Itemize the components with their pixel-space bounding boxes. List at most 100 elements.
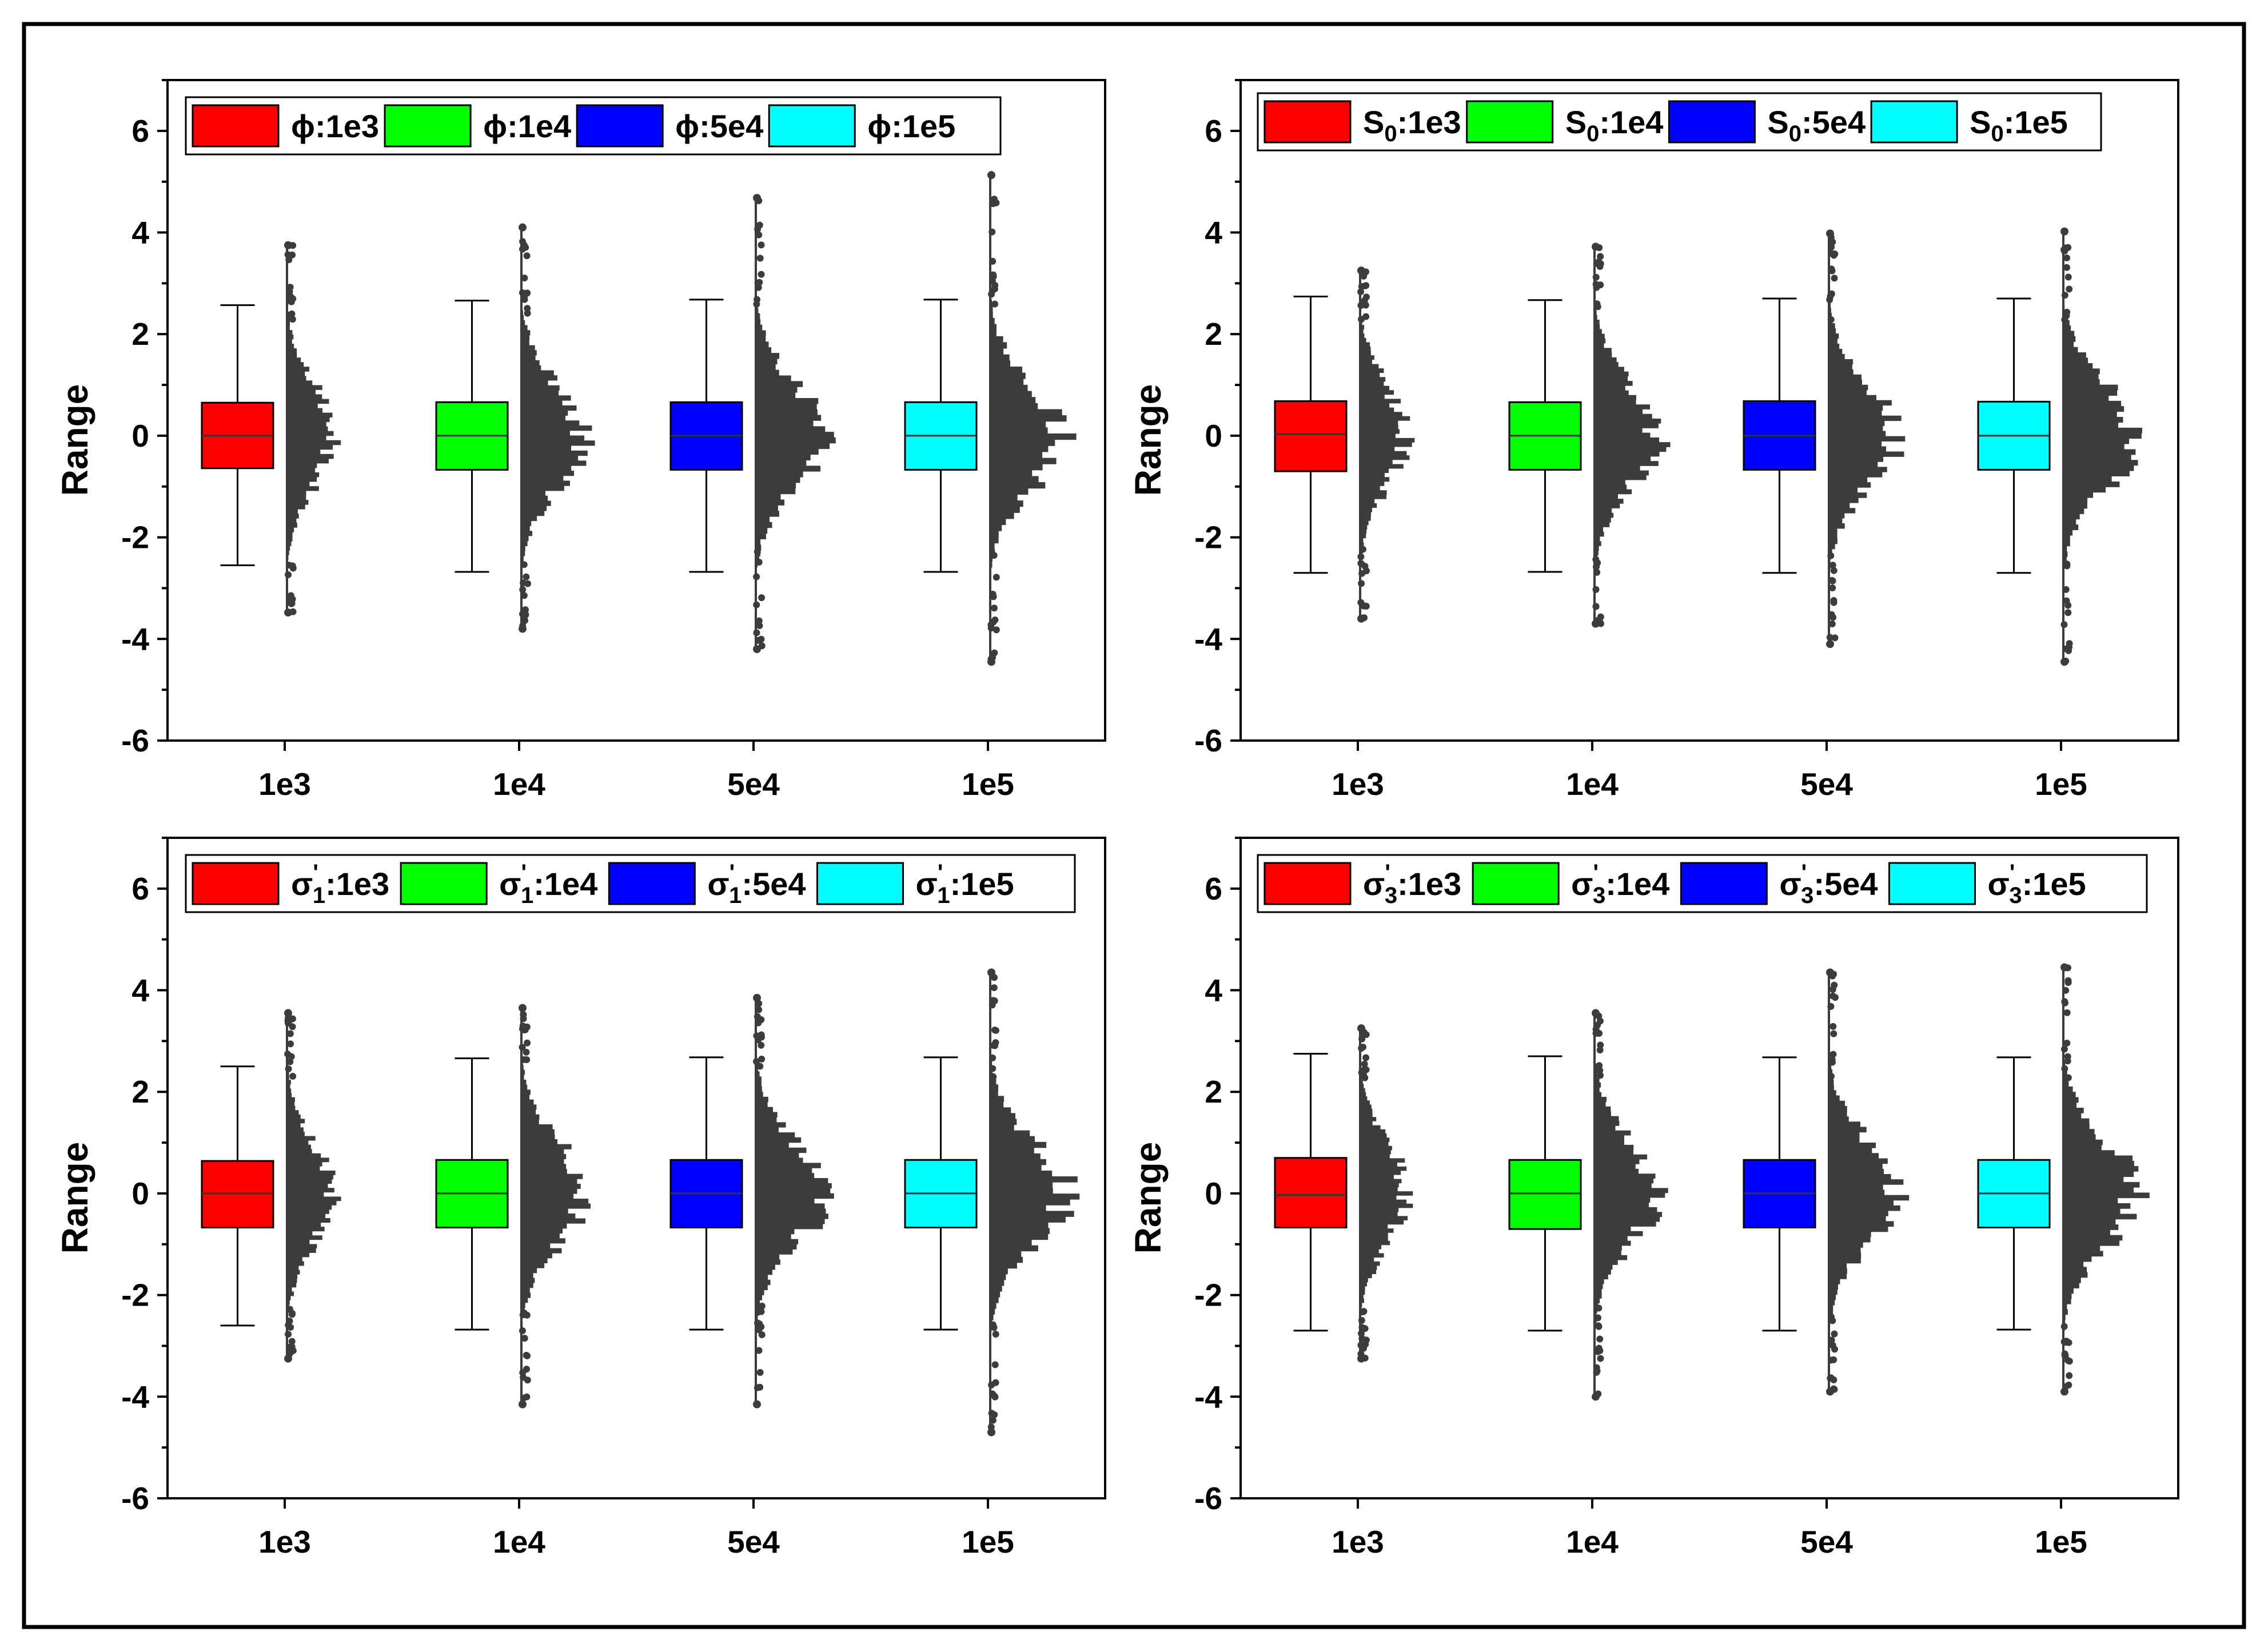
- outlier-point: [2064, 609, 2072, 616]
- outlier-point: [2060, 1323, 2068, 1330]
- legend-label: σ' 1:1e3: [291, 860, 389, 908]
- figure-border: [22, 22, 2246, 1629]
- box-group-1e4: [435, 223, 595, 633]
- min-point: [2060, 1387, 2068, 1396]
- legend-entry: σ' 3:1e5: [1888, 860, 2086, 908]
- outlier-point: [1358, 570, 1366, 577]
- legend-entry: ϕ:1e5: [768, 104, 955, 148]
- legend: σ' 3:1e3 σ' 3:1e4 σ' 3:5e4 σ' 3:1e5: [1257, 854, 2148, 913]
- y-axis-title: Range: [54, 1142, 95, 1254]
- outlier-point: [1830, 599, 1837, 606]
- legend-swatch: [1668, 100, 1756, 144]
- y-tick-label: -6: [121, 723, 149, 758]
- outlier-point: [1358, 1045, 1365, 1052]
- box-group-1e4: [1508, 242, 1671, 628]
- outlier-point: [1596, 262, 1604, 270]
- min-point: [2060, 658, 2068, 666]
- box-group-1e3: [201, 1009, 341, 1363]
- outlier-point: [1593, 568, 1601, 576]
- outlier-point: [1357, 288, 1365, 296]
- outlier-point: [758, 241, 765, 249]
- legend-swatch: [816, 862, 904, 905]
- outlier-point: [1596, 1335, 1604, 1343]
- outlier-point: [1828, 1073, 1835, 1080]
- max-point: [753, 993, 761, 1002]
- legend-entry: σ' 1:1e4: [400, 860, 597, 908]
- legend-swatch: [608, 862, 696, 905]
- iqr-box: [1274, 1157, 1348, 1228]
- outlier-point: [285, 1065, 292, 1073]
- y-axis-title: Range: [1127, 384, 1169, 496]
- outlier-point: [992, 1331, 999, 1338]
- min-point: [1357, 1354, 1365, 1363]
- max-point: [987, 968, 995, 977]
- min-point: [1592, 1393, 1600, 1401]
- legend-label: S0:1e3: [1363, 104, 1461, 146]
- legend-label: σ' 3:1e4: [1571, 860, 1669, 908]
- y-tick-label: 6: [131, 871, 149, 906]
- max-point: [1357, 266, 1365, 275]
- outlier-point: [285, 1331, 292, 1338]
- legend-swatch: [1680, 862, 1768, 905]
- y-tick-label: -2: [1194, 1278, 1222, 1313]
- min-point: [753, 1400, 761, 1409]
- outlier-point: [1361, 297, 1368, 304]
- max-point: [284, 1009, 292, 1017]
- max-point: [987, 171, 995, 180]
- legend-entry: ϕ:1e3: [192, 104, 379, 148]
- outlier-point: [987, 621, 995, 628]
- outlier-point: [2064, 273, 2072, 281]
- outlier-point: [2066, 285, 2073, 293]
- outlier-point: [1361, 602, 1369, 610]
- outlier-point: [1596, 1347, 1604, 1354]
- outlier-point: [988, 1381, 995, 1389]
- outlier-point: [519, 1327, 526, 1335]
- outlier-point: [1592, 1029, 1600, 1037]
- outlier-point: [1595, 1322, 1602, 1330]
- outlier-point: [758, 1308, 765, 1315]
- outlier-point: [2063, 1040, 2071, 1047]
- outlier-point: [990, 984, 998, 992]
- outlier-point: [753, 1058, 760, 1065]
- x-tick-label: 1e5: [962, 1524, 1014, 1560]
- x-tick-label: 1e4: [1566, 766, 1619, 802]
- legend-entry: S0:1e5: [1870, 100, 2068, 146]
- outlier-point: [1831, 274, 1838, 282]
- outlier-point: [2064, 1057, 2071, 1065]
- outlier-point: [1831, 1330, 1838, 1338]
- outlier-point: [1597, 613, 1604, 620]
- y-tick-label: 4: [1205, 973, 1222, 1008]
- outlier-point: [1593, 1066, 1601, 1073]
- outlier-point: [524, 1039, 531, 1047]
- outlier-point: [289, 251, 296, 258]
- legend-label: σ' 1:1e5: [916, 860, 1014, 908]
- legend-label: σ' 1:5e4: [707, 860, 806, 908]
- outlier-point: [2066, 1372, 2073, 1379]
- max-point: [2060, 963, 2068, 972]
- max-point: [1357, 1024, 1365, 1033]
- outlier-point: [288, 1311, 296, 1318]
- x-tick-label: 1e3: [1332, 1524, 1384, 1560]
- outlier-point: [2061, 1065, 2068, 1072]
- outlier-point: [2063, 1009, 2071, 1016]
- x-tick-label: 5e4: [727, 766, 780, 802]
- x-tick-label: 5e4: [727, 1524, 780, 1560]
- outlier-point: [289, 1072, 297, 1080]
- box-group-1e5: [1977, 963, 2150, 1396]
- outlier-point: [523, 1048, 530, 1056]
- outlier-point: [520, 1374, 527, 1381]
- legend-entry: σ' 3:5e4: [1680, 860, 1878, 908]
- outlier-point: [2061, 998, 2068, 1005]
- box-group-1e3: [201, 241, 341, 617]
- outlier-point: [753, 601, 760, 608]
- min-point: [753, 645, 761, 654]
- box-group-1e3: [1274, 266, 1415, 623]
- legend-label: ϕ:1e4: [483, 108, 571, 144]
- y-tick-label: 6: [131, 113, 149, 149]
- chart-panel-top-left: -6 -4 -2 0 2 4 6 Range 1e3 1e4 5e4 1e5 ϕ:1e3 ϕ:1e4 ϕ:5…: [54, 79, 1106, 802]
- y-tick-label: 0: [131, 1176, 149, 1211]
- outlier-point: [2060, 621, 2068, 628]
- outlier-point: [990, 1042, 998, 1049]
- legend-label: ϕ:5e4: [675, 108, 763, 144]
- outlier-point: [754, 225, 762, 233]
